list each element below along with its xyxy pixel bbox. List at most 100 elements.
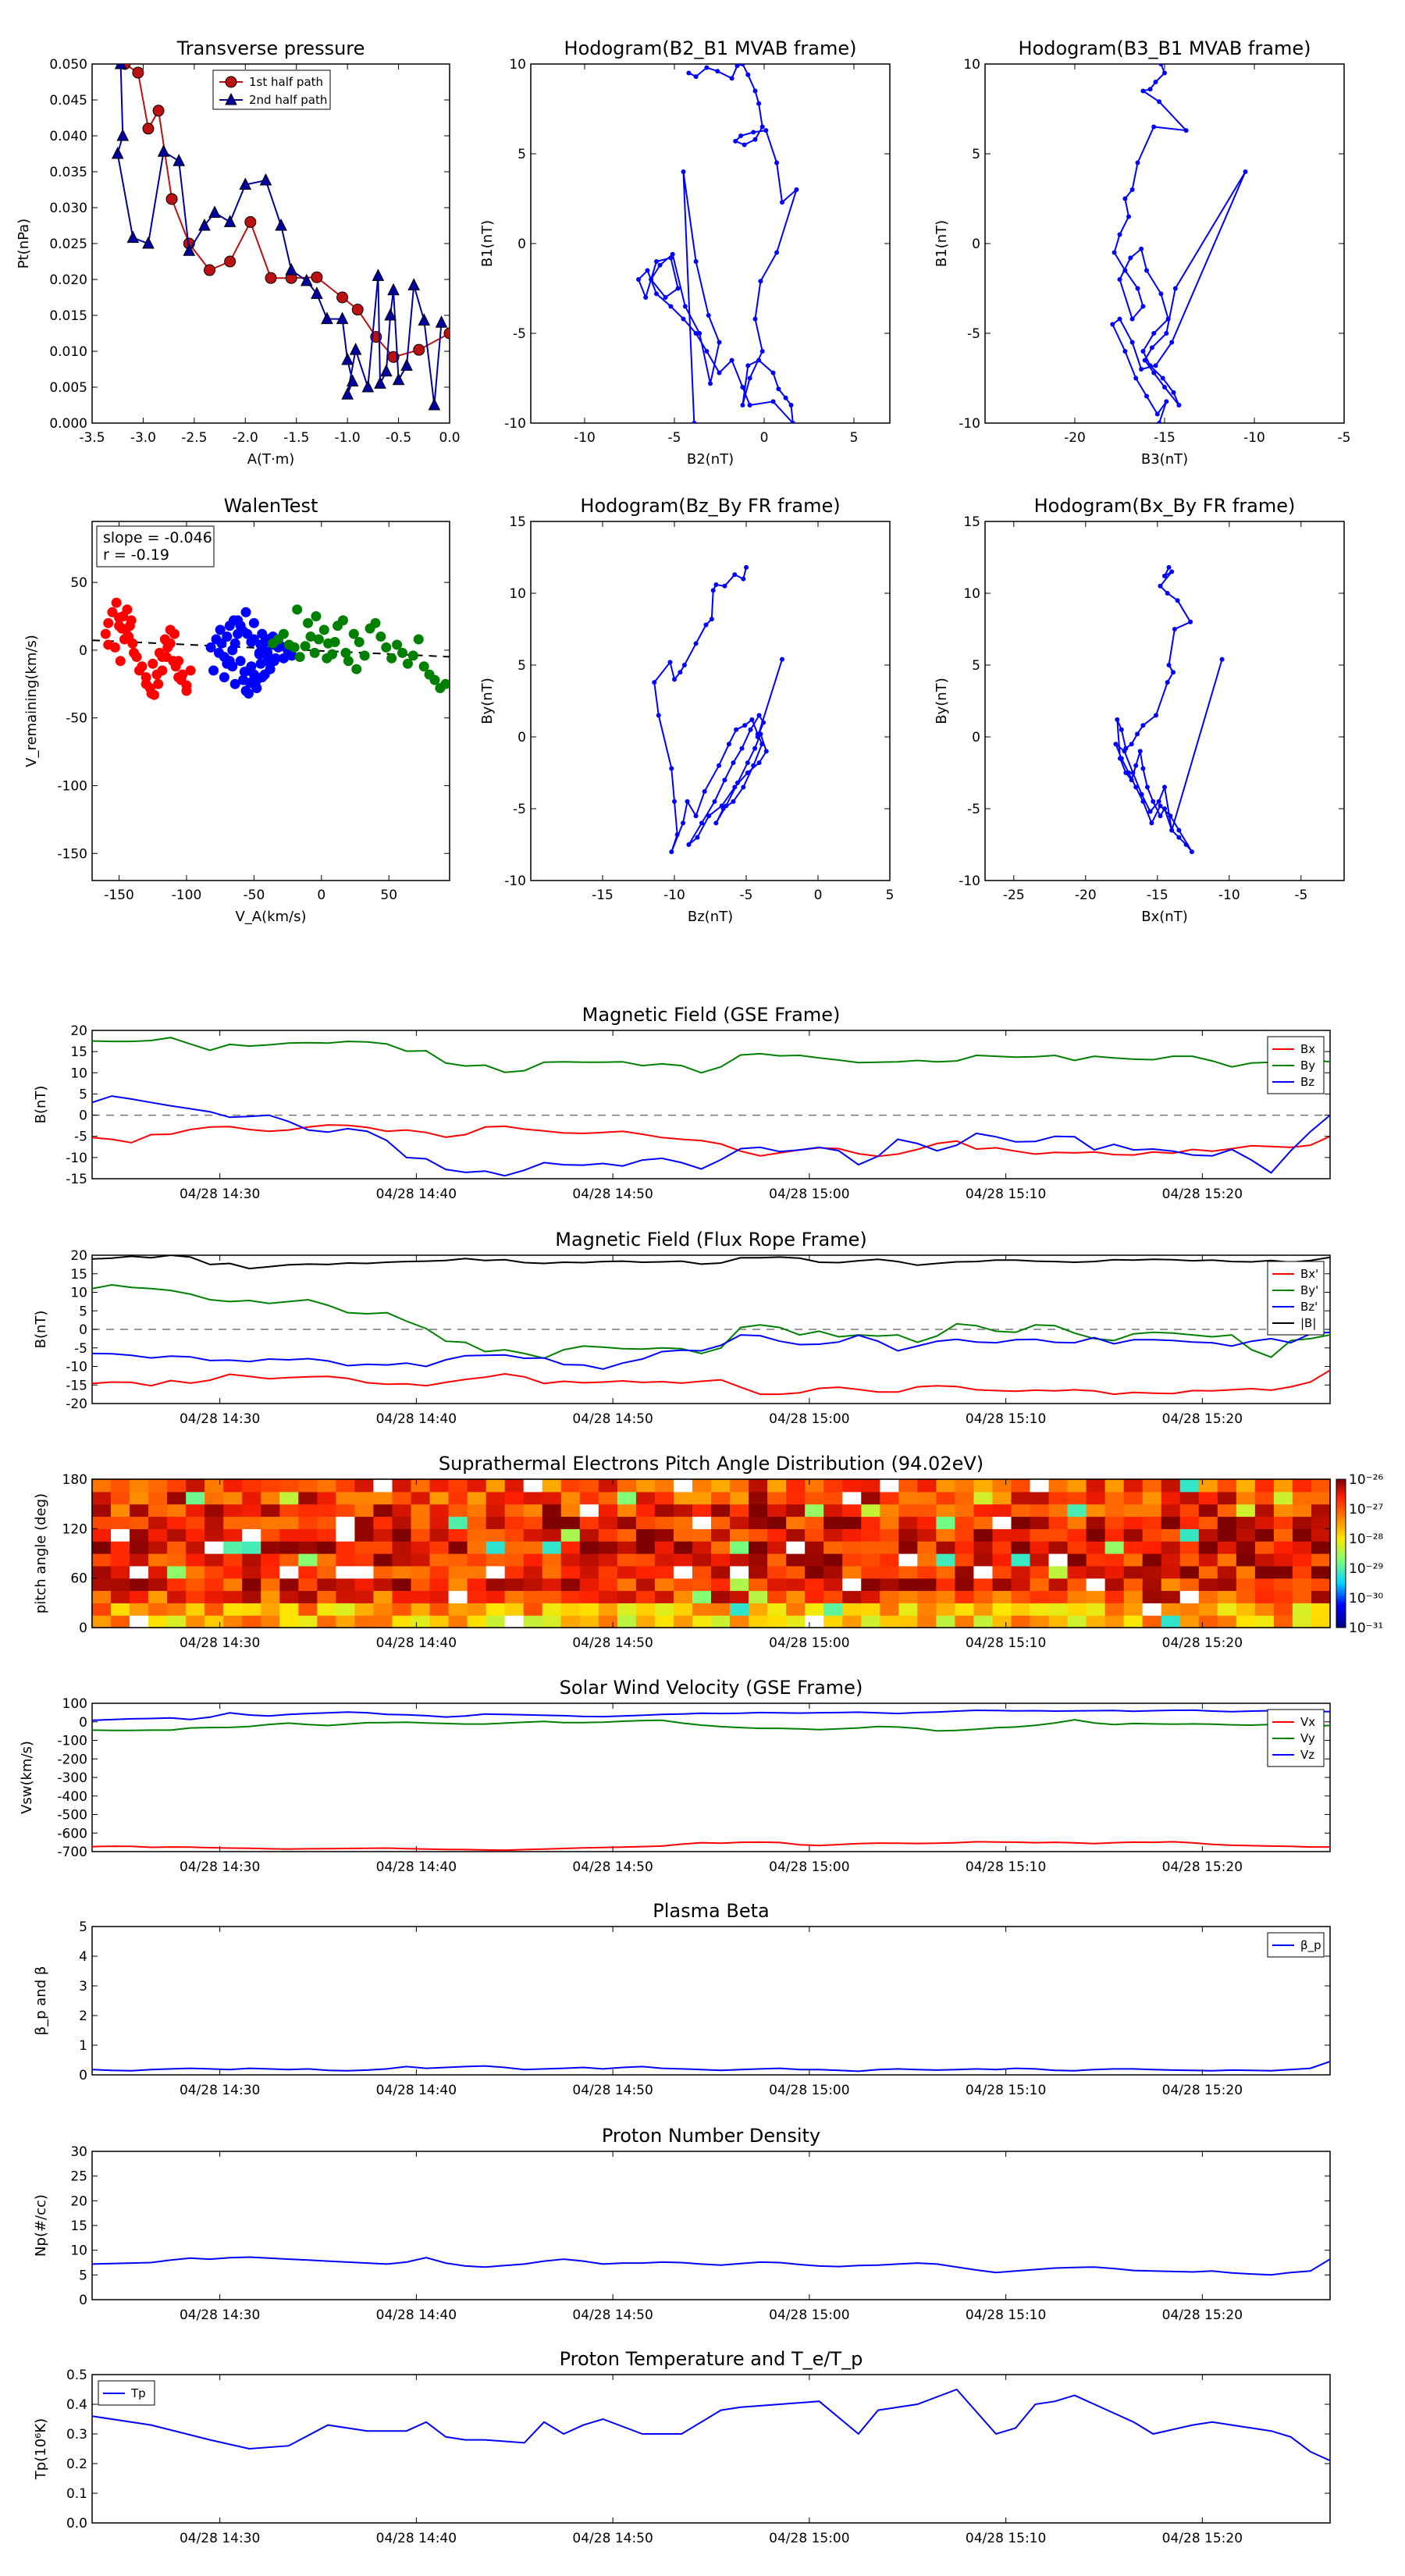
data-point — [663, 295, 668, 300]
time-tick-label: 04/28 15:10 — [966, 1411, 1046, 1427]
scatter-point — [292, 604, 303, 615]
data-point — [1140, 723, 1146, 728]
heatmap-cell — [992, 1590, 1012, 1603]
heatmap-cell — [205, 1528, 224, 1542]
data-point — [1153, 363, 1158, 368]
data-point — [751, 130, 756, 135]
data-point — [1169, 340, 1175, 345]
data-point — [1151, 370, 1157, 375]
heatmap-cell — [1311, 1541, 1331, 1554]
heatmap-cell — [730, 1565, 749, 1579]
scatter-point — [348, 628, 359, 639]
y-tick-label: 0.0 — [66, 2516, 87, 2532]
time-tick-label: 04/28 14:40 — [376, 2083, 457, 2098]
heatmap-cell — [617, 1565, 637, 1579]
heatmap-cell — [279, 1590, 299, 1603]
data-point — [1139, 367, 1144, 372]
data-point — [1154, 411, 1160, 417]
chart-title: Magnetic Field (GSE Frame) — [582, 1004, 841, 1026]
heatmap-cell — [861, 1491, 880, 1505]
heatmap-cell — [298, 1615, 318, 1628]
legend-marker — [225, 76, 237, 88]
data-point — [741, 576, 746, 582]
scatter-point — [246, 661, 257, 672]
y-tick-label: -20 — [66, 1397, 87, 1412]
heatmap-cell — [635, 1479, 656, 1493]
x-tick-label: -1.5 — [283, 430, 309, 446]
heatmap-cell — [111, 1553, 130, 1567]
data-point — [712, 799, 717, 804]
heatmap-cell — [805, 1603, 824, 1616]
heatmap-cell — [786, 1541, 806, 1554]
data-point — [759, 742, 765, 747]
data-point — [428, 397, 441, 411]
data-point — [1176, 827, 1182, 833]
heatmap-cell — [579, 1553, 599, 1567]
heatmap-cell — [411, 1541, 431, 1554]
heatmap-cell — [936, 1590, 955, 1603]
heatmap-cell — [467, 1479, 487, 1493]
heatmap-cell — [692, 1479, 712, 1493]
heatmap-cell — [992, 1479, 1012, 1493]
heatmap-cell — [973, 1615, 994, 1628]
data-point — [116, 128, 130, 141]
heatmap-cell — [579, 1590, 599, 1603]
data-point — [654, 291, 659, 297]
heatmap-cell — [130, 1565, 149, 1579]
heatmap-cell — [898, 1603, 918, 1616]
scatter-point — [216, 638, 227, 649]
heatmap-cell — [861, 1553, 880, 1567]
heatmap-cell — [130, 1603, 149, 1616]
data-point — [724, 803, 729, 809]
heatmap-cell — [261, 1603, 280, 1616]
heatmap-cell — [467, 1565, 487, 1579]
heatmap-cell — [1048, 1528, 1069, 1542]
data-point — [1151, 124, 1157, 130]
scatter-point — [151, 669, 162, 680]
data-point — [709, 617, 714, 622]
y-tick-label: 50 — [70, 575, 87, 591]
scatter-point — [242, 628, 253, 639]
heatmap-cell — [242, 1578, 261, 1592]
heatmap-cell — [1067, 1553, 1087, 1567]
heatmap-cell — [279, 1503, 299, 1517]
heatmap-cell — [730, 1541, 749, 1554]
heatmap-cell — [898, 1541, 918, 1554]
data-point — [1113, 742, 1119, 747]
heatmap-cell — [261, 1578, 280, 1592]
chart-pad: Suprathermal Electrons Pitch Angle Distr… — [33, 1453, 1383, 1651]
heatmap-cell — [711, 1503, 731, 1517]
heatmap-cell — [223, 1553, 243, 1567]
time-tick-label: 04/28 15:00 — [769, 2083, 849, 2098]
data-point — [1112, 250, 1117, 255]
y-tick-label: 5 — [518, 658, 526, 674]
heatmap-cell — [1292, 1615, 1312, 1628]
heatmap-cell — [1273, 1553, 1293, 1567]
heatmap-cell — [1311, 1528, 1331, 1542]
time-tick-label: 04/28 14:40 — [376, 2531, 457, 2546]
scatter-point — [115, 656, 126, 667]
heatmap-cell — [711, 1590, 731, 1603]
heatmap-cell — [1048, 1590, 1069, 1603]
data-point — [1175, 598, 1180, 603]
heatmap-cell — [130, 1516, 149, 1529]
heatmap-cell — [1161, 1479, 1181, 1493]
data-point — [678, 670, 683, 675]
heatmap-cell — [805, 1528, 824, 1542]
chart-title: Suprathermal Electrons Pitch Angle Distr… — [439, 1453, 984, 1475]
legend: 1st half path 2nd half path — [212, 69, 331, 110]
data-point — [1164, 399, 1169, 404]
data-point — [165, 193, 178, 205]
heatmap-cell — [1217, 1541, 1237, 1554]
heatmap-cell — [1104, 1590, 1125, 1603]
heatmap-cell — [1273, 1603, 1293, 1616]
heatmap-cell — [336, 1565, 356, 1579]
y-tick-label: 0.020 — [49, 272, 87, 288]
heatmap-cell — [504, 1541, 525, 1554]
data-point — [1117, 277, 1122, 282]
time-tick-label: 04/28 14:30 — [180, 2307, 260, 2323]
scatter-point — [402, 658, 413, 669]
heatmap-cell — [317, 1541, 336, 1554]
heatmap-cell — [354, 1603, 375, 1616]
y-tick-label: 5 — [79, 2268, 87, 2283]
